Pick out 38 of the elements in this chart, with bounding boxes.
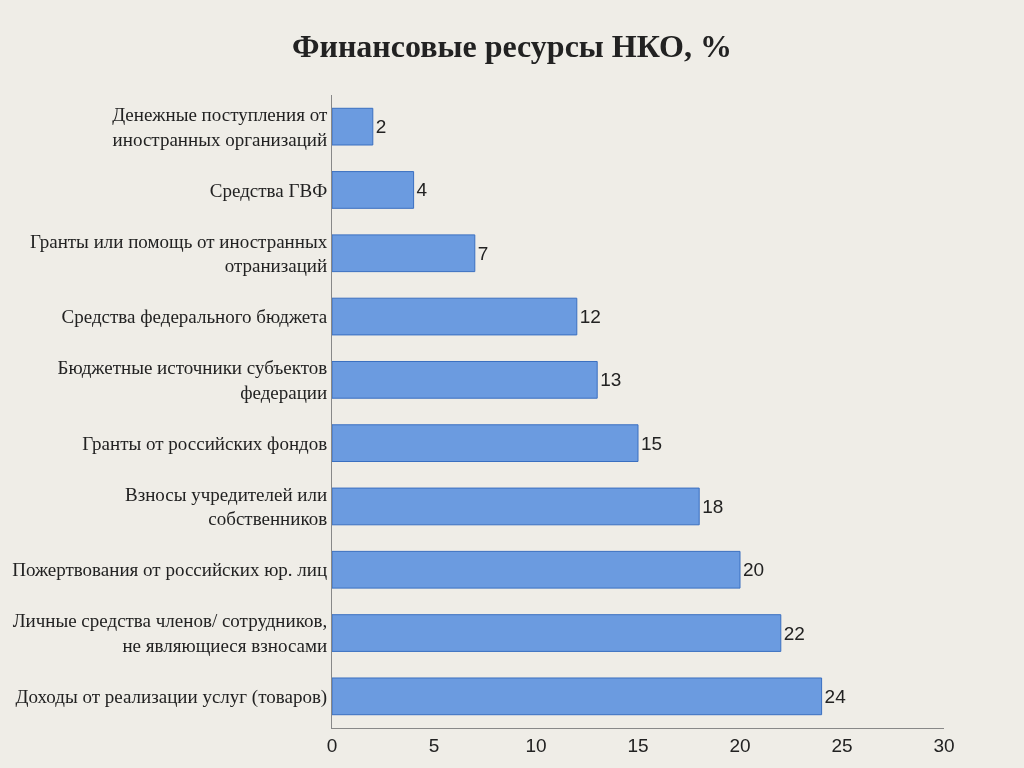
x-tick-label: 20 [729, 734, 751, 756]
bar [332, 297, 578, 336]
chart-title: Финансовые ресурсы НКО, % [291, 27, 733, 64]
data-label: 20 [743, 559, 765, 581]
bar [332, 107, 374, 146]
y-tick-label: Средства ГВФ [209, 179, 328, 201]
x-tick-label: 25 [831, 734, 853, 756]
data-label: 15 [641, 432, 663, 454]
y-tick-label: Бюджетные источники субъектов федерации [57, 357, 328, 403]
y-tick-label: Средства федерального бюджета [61, 306, 328, 328]
bar [332, 487, 700, 526]
x-tick-label: 0 [326, 734, 338, 756]
data-label: 4 [416, 179, 428, 201]
bar [332, 550, 741, 589]
data-label: 12 [579, 306, 601, 328]
data-label: 24 [824, 685, 847, 707]
y-tick-label: Денежные поступления от иностранных организаций [112, 103, 328, 150]
x-tick-label: 15 [627, 734, 649, 756]
y-tick-label: Гранты или помощь от иностранных отранизаций [29, 230, 328, 277]
bar [332, 677, 823, 716]
bar [332, 614, 782, 652]
y-tick-label: Гранты от российских фондов [82, 432, 328, 454]
data-label: 18 [702, 495, 724, 517]
y-tick-label: Пожертвования от российских юр. лиц [12, 559, 328, 581]
bar [332, 360, 598, 399]
y-tick-label: Взносы учредителей или собственников [124, 483, 328, 530]
data-label: 13 [600, 369, 622, 391]
x-tick-label: 5 [428, 734, 440, 756]
data-label: 2 [375, 116, 387, 138]
bar [332, 234, 476, 273]
data-label: 7 [477, 242, 489, 264]
bar [332, 171, 415, 209]
y-tick-label: Личные средства членов/ сотрудников, не являющиеся взносами [12, 610, 328, 657]
x-tick-label: 10 [525, 734, 547, 756]
data-label: 22 [783, 622, 805, 644]
y-tick-label: Доходы от реализации услуг (товаров) [15, 686, 328, 708]
bar [332, 424, 639, 463]
x-tick-label: 30 [933, 734, 955, 756]
